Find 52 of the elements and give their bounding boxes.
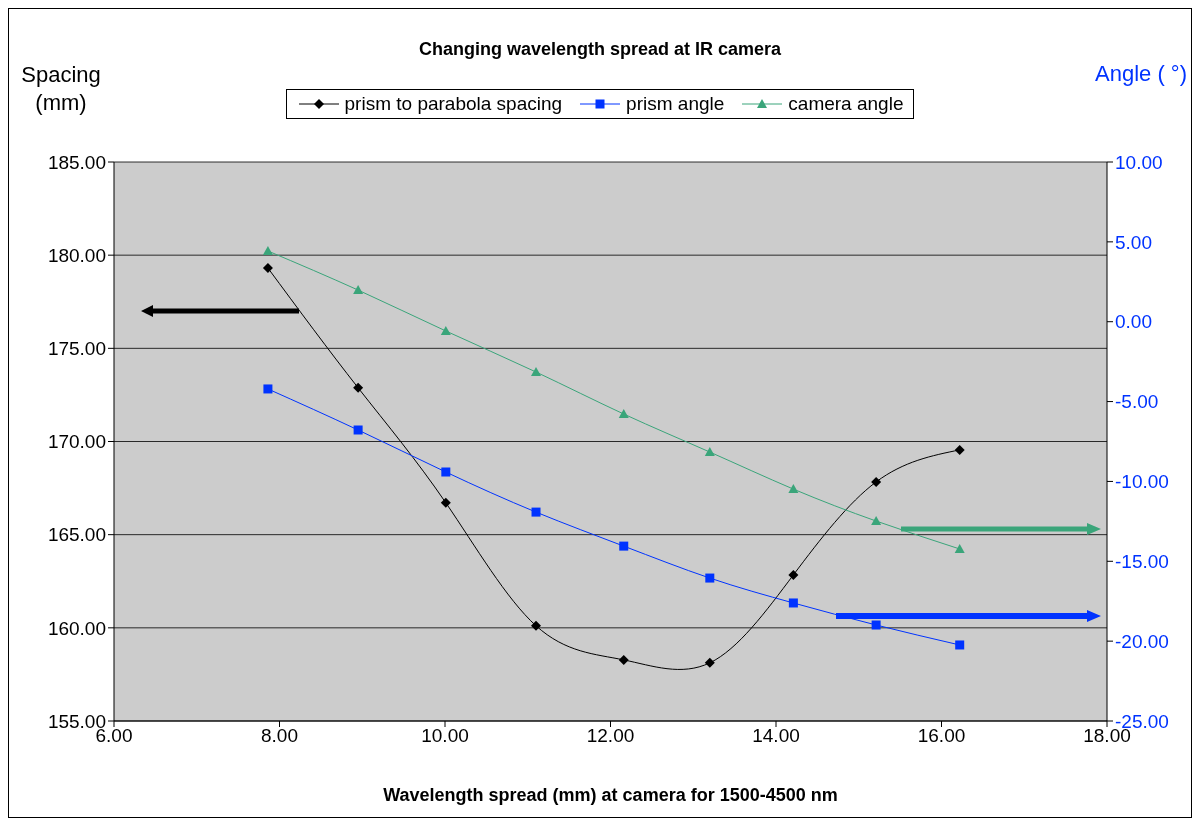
point (954, 543, 965, 553)
x-tick-label: 8.00 (261, 725, 298, 747)
y2-tick-label: -5.00 (1115, 391, 1159, 413)
point (704, 447, 715, 457)
point (788, 598, 798, 608)
y-tick-label: 160.00 (47, 617, 106, 639)
point (531, 507, 541, 517)
point (955, 640, 965, 650)
x-tick-label: 14.00 (752, 725, 800, 747)
legend-label: prism to parabola spacing (344, 93, 563, 115)
y-tick-label: 170.00 (47, 431, 106, 453)
point (353, 425, 363, 435)
y-tick-label: 175.00 (47, 338, 106, 360)
x-tick-label: 10.00 (421, 725, 469, 747)
y-axis-title: Spacing (mm) (20, 61, 102, 117)
point (619, 541, 629, 551)
point (441, 467, 451, 477)
point (353, 382, 364, 393)
point (788, 569, 799, 580)
point (262, 245, 273, 255)
y2-axis-title: Angle ( °) (1095, 61, 1187, 87)
y-tick-label: 180.00 (47, 244, 106, 266)
point (440, 497, 451, 508)
point (871, 476, 882, 487)
y-tick-label: 165.00 (47, 524, 106, 546)
y2-tick-label: 5.00 (1115, 231, 1152, 253)
point (531, 367, 542, 377)
point (705, 573, 715, 583)
point (618, 409, 629, 419)
point (440, 325, 451, 335)
y2-tick-label: -10.00 (1115, 471, 1169, 493)
point (788, 484, 799, 494)
legend-label: prism angle (626, 93, 725, 115)
point (954, 444, 965, 455)
point (263, 384, 273, 394)
point (871, 516, 882, 526)
x-axis-title: Wavelength spread (mm) at camera for 1500-4500 nm (382, 785, 839, 806)
y2-tick-label: -20.00 (1115, 630, 1169, 652)
y2-tick-label: 0.00 (1115, 311, 1152, 333)
legend-label: camera angle (788, 93, 904, 115)
x-tick-label: 16.00 (917, 725, 966, 747)
point (704, 657, 715, 668)
point (262, 263, 273, 274)
y2-tick-label: 10.00 (1115, 151, 1163, 173)
point (353, 285, 364, 295)
point (871, 620, 881, 630)
x-tick-label: 12.00 (586, 725, 635, 747)
chart-title: Changing wavelength spread at IR camera (417, 39, 783, 60)
point (531, 620, 542, 631)
y2-tick-label: -15.00 (1115, 551, 1169, 573)
point (618, 654, 629, 665)
y-tick-label: 185.00 (47, 151, 106, 173)
